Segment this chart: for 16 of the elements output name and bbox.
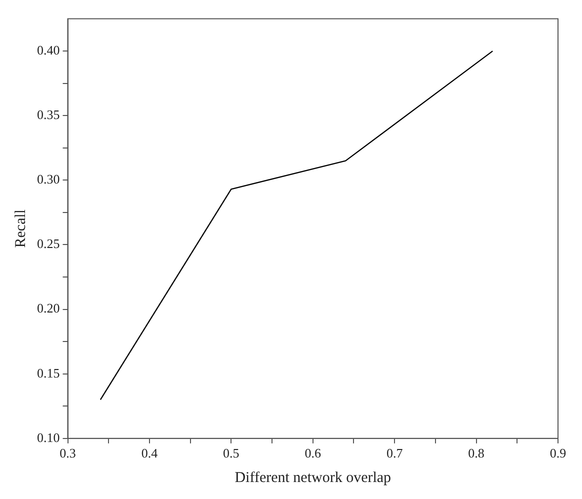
y-tick-label: 0.35 [37,107,60,122]
y-tick-label: 0.25 [37,236,60,252]
y-axis-title: Recall [12,209,29,248]
y-tick-label: 0.30 [37,172,60,187]
x-tick-label: 0.3 [60,446,76,461]
x-tick-label: 0.5 [223,446,240,461]
y-tick-label: 0.10 [37,430,60,445]
x-tick-label: 0.8 [468,446,484,461]
x-axis-title: Different network overlap [234,470,392,486]
y-tick-label: 0.20 [37,300,60,316]
x-tick-label: 0.4 [141,446,158,461]
y-tick-label: 0.15 [37,365,60,380]
x-tick-label: 0.7 [386,446,404,461]
x-tick-label: 0.6 [304,446,322,461]
x-tick-label: 0.9 [550,446,566,461]
y-tick-label: 0.40 [37,42,60,58]
